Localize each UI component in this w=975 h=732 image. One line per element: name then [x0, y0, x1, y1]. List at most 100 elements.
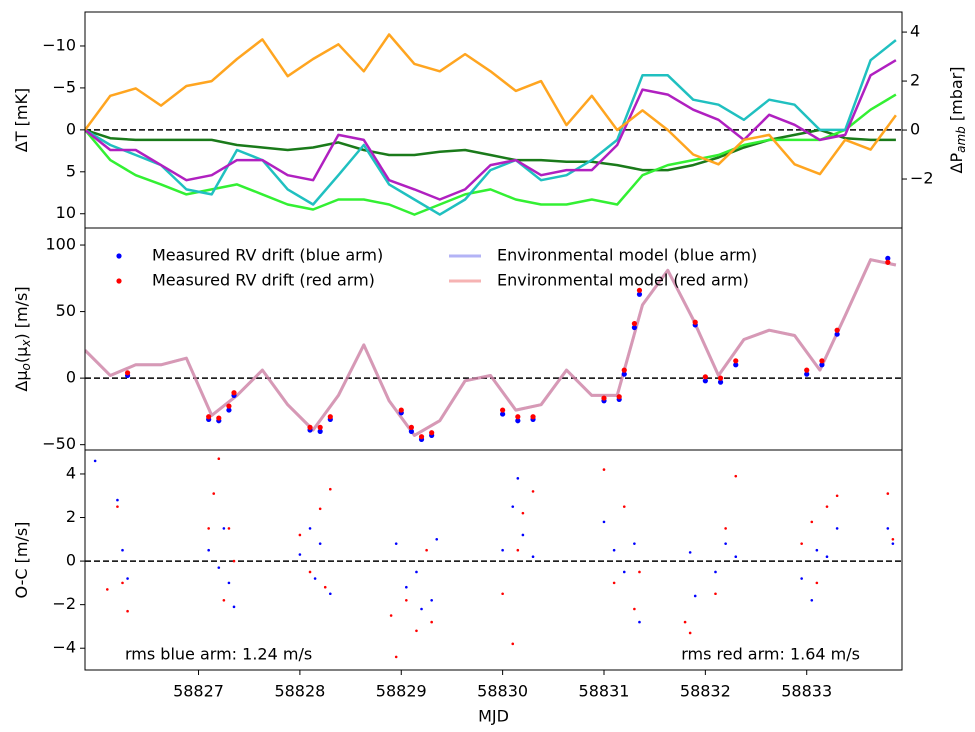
annotation: rms blue arm: 1.24 m/s: [125, 645, 312, 664]
data-point: [217, 457, 221, 461]
y-tick-label: 0: [66, 119, 76, 138]
x-tick-label: 58833: [781, 682, 832, 701]
data-point: [106, 588, 109, 591]
data-point: [683, 620, 687, 624]
y2-tick-label: −2: [910, 169, 934, 188]
data-point: [231, 390, 237, 396]
data-point: [398, 407, 404, 413]
data-point: [636, 287, 643, 293]
data-point: [429, 430, 435, 436]
data-point: [601, 395, 607, 401]
data-point: [415, 570, 418, 574]
data-point: [815, 581, 819, 585]
data-point: [819, 362, 825, 368]
data-point: [724, 542, 727, 545]
data-point: [835, 527, 839, 530]
data-point: [418, 434, 425, 440]
data-point: [734, 555, 738, 559]
y-tick-label: 0: [66, 551, 76, 570]
data-point: [530, 414, 536, 420]
data-point: [800, 542, 803, 545]
data-point: [501, 548, 504, 552]
y2-tick-label: 4: [910, 22, 920, 41]
data-point: [511, 505, 515, 508]
data-point: [408, 424, 414, 430]
data-point: [405, 585, 408, 589]
y-tick-label: 100: [45, 235, 76, 254]
data-point: [688, 551, 692, 554]
data-point: [688, 631, 692, 635]
legend-label: Environmental model (blue arm): [497, 246, 757, 265]
data-point: [804, 367, 810, 373]
data-point: [212, 492, 216, 495]
data-point: [318, 507, 322, 511]
data-point: [810, 520, 814, 524]
data-point: [435, 538, 439, 541]
y-tick-label: 2: [66, 507, 76, 526]
x-tick-label: 58831: [579, 682, 630, 701]
data-point: [389, 614, 393, 617]
data-point: [298, 553, 302, 556]
data-point: [631, 324, 637, 331]
y-tick-label: −5: [52, 77, 76, 96]
data-point: [734, 474, 738, 478]
y-tick-label: −2: [52, 594, 76, 613]
data-point: [724, 527, 727, 530]
data-point: [633, 607, 636, 611]
data-point: [317, 428, 323, 434]
data-point: [621, 371, 627, 377]
data-point: [825, 555, 829, 559]
data-point: [207, 548, 210, 552]
data-point: [804, 371, 810, 377]
data-point: [612, 581, 616, 585]
data-point: [810, 598, 814, 602]
x-tick-label: 58828: [274, 682, 325, 701]
data-point: [733, 362, 739, 368]
data-point: [602, 468, 606, 471]
legend-marker: [116, 253, 122, 259]
y-tick-label: −4: [52, 638, 76, 657]
data-point: [329, 487, 332, 491]
x-tick-label: 58832: [680, 682, 731, 701]
data-point: [327, 414, 333, 420]
data-point: [835, 494, 839, 498]
data-point: [633, 542, 636, 545]
label-part: Δμ: [12, 370, 31, 391]
data-point: [516, 477, 520, 480]
series-line: [85, 93, 897, 216]
data-point: [693, 594, 697, 598]
label-part: ΔT: [12, 131, 31, 152]
data-point: [415, 629, 418, 633]
data-point: [298, 533, 302, 537]
data-point: [394, 655, 398, 659]
x-tick-label: 58829: [376, 682, 427, 701]
data-point: [420, 607, 423, 611]
data-point: [216, 415, 222, 421]
label-part: ΔP: [947, 153, 966, 174]
data-point: [206, 414, 212, 420]
data-point: [317, 424, 323, 430]
data-point: [521, 511, 525, 515]
data-point: [405, 598, 408, 602]
series-line: [85, 258, 897, 437]
data-point: [430, 598, 433, 602]
data-point: [308, 527, 312, 530]
data-point: [636, 291, 643, 297]
y2-tick-label: 2: [910, 71, 920, 90]
data-point: [500, 411, 506, 417]
data-point: [702, 374, 708, 380]
data-point: [226, 403, 232, 409]
legend-label: Measured RV drift (blue arm): [152, 246, 383, 265]
data-point: [501, 592, 504, 596]
data-point: [692, 319, 698, 325]
y-tick-label: −50: [42, 434, 76, 453]
data-point: [232, 559, 236, 563]
label-part: o: [19, 363, 33, 370]
legend-label: Measured RV drift (red arm): [152, 271, 375, 290]
data-point: [815, 548, 819, 552]
data-point: [531, 490, 535, 493]
label-part: x: [19, 339, 33, 348]
data-point: [511, 642, 515, 646]
data-point: [834, 331, 840, 337]
